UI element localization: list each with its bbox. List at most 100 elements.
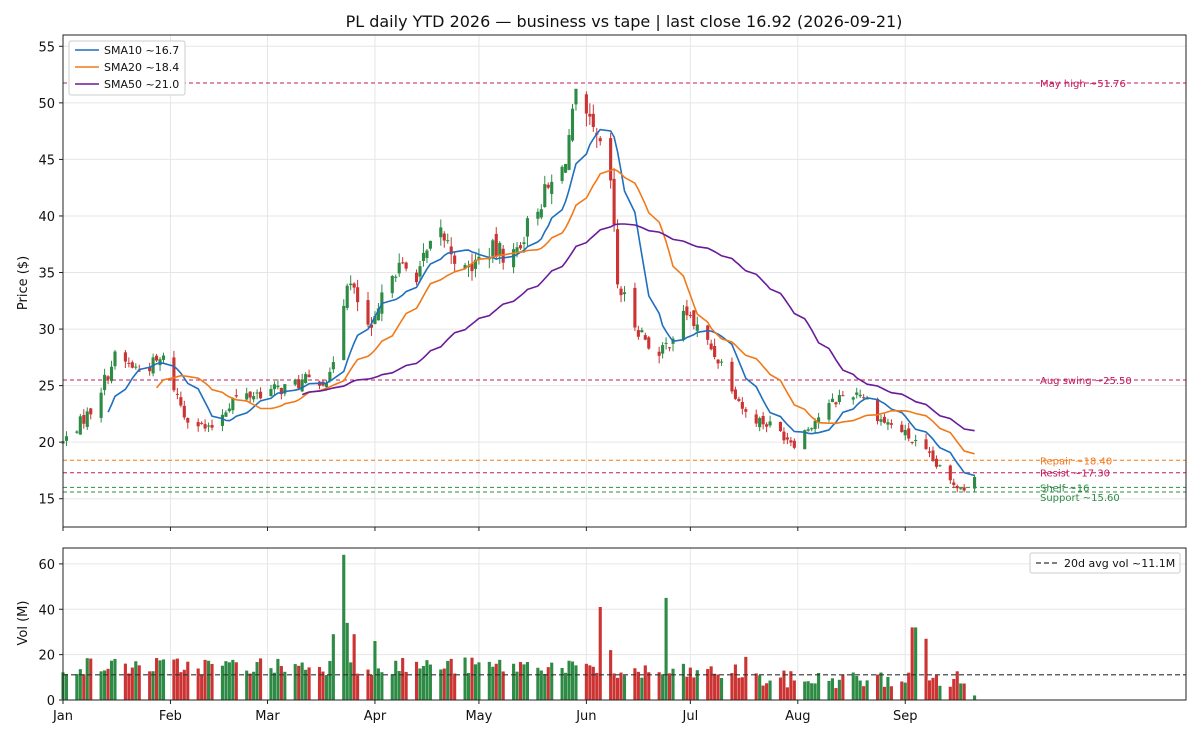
volume-bar: [449, 658, 453, 700]
candle-body: [272, 384, 276, 390]
volume-bar: [328, 660, 332, 700]
candle-body: [196, 422, 200, 427]
candle-body: [806, 429, 810, 431]
volume-bar: [907, 672, 911, 700]
volume-bar: [962, 683, 966, 700]
legend-entry: SMA50 ~21.0: [104, 78, 179, 91]
candle-body: [785, 437, 789, 440]
candle-body: [955, 485, 959, 489]
candle-body: [622, 292, 627, 295]
volume-bar: [207, 660, 211, 700]
volume-bar: [574, 665, 578, 700]
candle-body: [207, 425, 211, 427]
chart-title: PL daily YTD 2026 — business vs tape | l…: [346, 12, 903, 31]
candle-body: [155, 355, 159, 361]
volume-bar: [99, 671, 103, 700]
candle-body: [304, 374, 308, 384]
volume-bar: [948, 686, 952, 700]
candle-body: [709, 343, 713, 350]
candle-body: [269, 388, 273, 397]
volume-bar: [123, 663, 127, 700]
volume-bar: [806, 681, 810, 700]
candle-body: [64, 436, 69, 441]
candle-body: [591, 113, 595, 128]
volume-bar: [661, 674, 665, 700]
candle-body: [948, 465, 952, 481]
volume-bar: [342, 554, 346, 700]
volume-bar: [837, 679, 841, 700]
volume-bar: [685, 676, 689, 700]
candle-body: [148, 367, 152, 372]
volume-bar: [414, 661, 419, 700]
candle-body: [938, 465, 942, 467]
volume-bar: [671, 668, 675, 700]
volume-bar: [155, 658, 159, 700]
volume-bar: [778, 677, 783, 700]
candle-body: [186, 418, 190, 423]
candle-body: [934, 458, 939, 467]
candle-body: [418, 266, 422, 277]
volume-bar: [924, 638, 928, 700]
candle-body: [661, 345, 665, 354]
volume-bar: [546, 667, 550, 700]
volume-bar: [855, 675, 859, 700]
volume-bar: [186, 661, 190, 700]
volume-bar: [619, 672, 623, 700]
candle-body: [636, 330, 640, 337]
candle-body: [366, 300, 370, 325]
volume-bar: [64, 674, 69, 700]
candle-body: [255, 392, 259, 394]
volume-bar: [103, 670, 107, 700]
volume-bar: [366, 669, 370, 700]
candle-body: [927, 451, 932, 453]
volume-bar: [418, 668, 422, 700]
candle-body: [82, 415, 86, 424]
candle-body: [477, 256, 481, 260]
candle-body: [719, 361, 724, 363]
candle-body: [564, 163, 568, 173]
volume-bar: [283, 671, 287, 700]
volume-bar: [182, 669, 186, 700]
candle-body: [900, 424, 904, 432]
candle-body: [428, 240, 432, 249]
volume-bar: [785, 687, 789, 700]
volume-bar: [934, 675, 939, 700]
volume-bar: [879, 672, 883, 700]
legend-entry: SMA20 ~18.4: [104, 61, 179, 74]
candle-body: [109, 366, 114, 382]
volume-panel: 0 20 40 60 Jan Feb Mar Apr May Jun Jul Aug Sep 20d av…: [38, 547, 1187, 724]
candle-body: [910, 441, 914, 443]
volume-bar: [588, 665, 592, 700]
volume-bar: [595, 672, 599, 700]
candle-body: [907, 428, 911, 439]
candle-body: [875, 398, 880, 422]
candle-body: [841, 395, 845, 397]
candle-body: [293, 380, 297, 385]
candle-body: [588, 113, 592, 117]
candle-body: [733, 389, 737, 399]
candle-body: [681, 310, 685, 341]
candle-body: [453, 255, 457, 264]
volume-bar: [959, 683, 963, 700]
volume-bar: [442, 668, 446, 700]
candle-body: [231, 398, 235, 411]
candle-body: [730, 361, 734, 392]
volume-bar: [151, 671, 155, 700]
volume-bar: [106, 668, 110, 700]
volume-bar: [754, 673, 758, 700]
volume-bar: [376, 668, 380, 700]
volume-bar: [692, 677, 696, 700]
candle-body: [754, 414, 758, 424]
candle-body: [245, 393, 249, 400]
volume-bar: [245, 670, 249, 700]
volume-bar: [525, 662, 530, 700]
volume-bar: [955, 671, 959, 700]
reference-line-label: Shelf ~16: [1040, 483, 1089, 494]
candle-body: [713, 346, 717, 358]
volume-bar: [227, 662, 231, 700]
reference-line-label: Resist ~17.30: [1040, 469, 1110, 480]
volume-bar: [85, 658, 89, 700]
candle-body: [862, 397, 866, 399]
candle-body: [740, 401, 744, 409]
candle-body: [494, 233, 498, 257]
